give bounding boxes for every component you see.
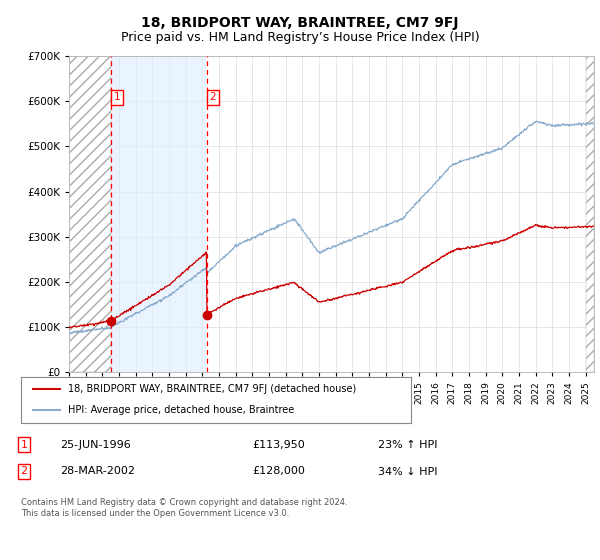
Text: 1: 1 [20, 440, 28, 450]
Bar [110, 56, 206, 372]
Text: Contains HM Land Registry data © Crown copyright and database right 2024.
This d: Contains HM Land Registry data © Crown c… [21, 498, 347, 518]
Text: 23% ↑ HPI: 23% ↑ HPI [378, 440, 437, 450]
Text: 18, BRIDPORT WAY, BRAINTREE, CM7 9FJ (detached house): 18, BRIDPORT WAY, BRAINTREE, CM7 9FJ (de… [68, 384, 356, 394]
Text: 1: 1 [113, 92, 120, 102]
Text: £113,950: £113,950 [252, 440, 305, 450]
Text: 25-JUN-1996: 25-JUN-1996 [60, 440, 131, 450]
Text: 34% ↓ HPI: 34% ↓ HPI [378, 466, 437, 477]
Text: Price paid vs. HM Land Registry’s House Price Index (HPI): Price paid vs. HM Land Registry’s House … [121, 31, 479, 44]
Text: 2: 2 [209, 92, 216, 102]
Bar [69, 56, 110, 372]
Text: £128,000: £128,000 [252, 466, 305, 477]
Text: 28-MAR-2002: 28-MAR-2002 [60, 466, 135, 477]
Text: 18, BRIDPORT WAY, BRAINTREE, CM7 9FJ: 18, BRIDPORT WAY, BRAINTREE, CM7 9FJ [141, 16, 459, 30]
Bar [586, 56, 594, 372]
Text: HPI: Average price, detached house, Braintree: HPI: Average price, detached house, Brai… [68, 405, 294, 416]
Text: 2: 2 [20, 466, 28, 477]
